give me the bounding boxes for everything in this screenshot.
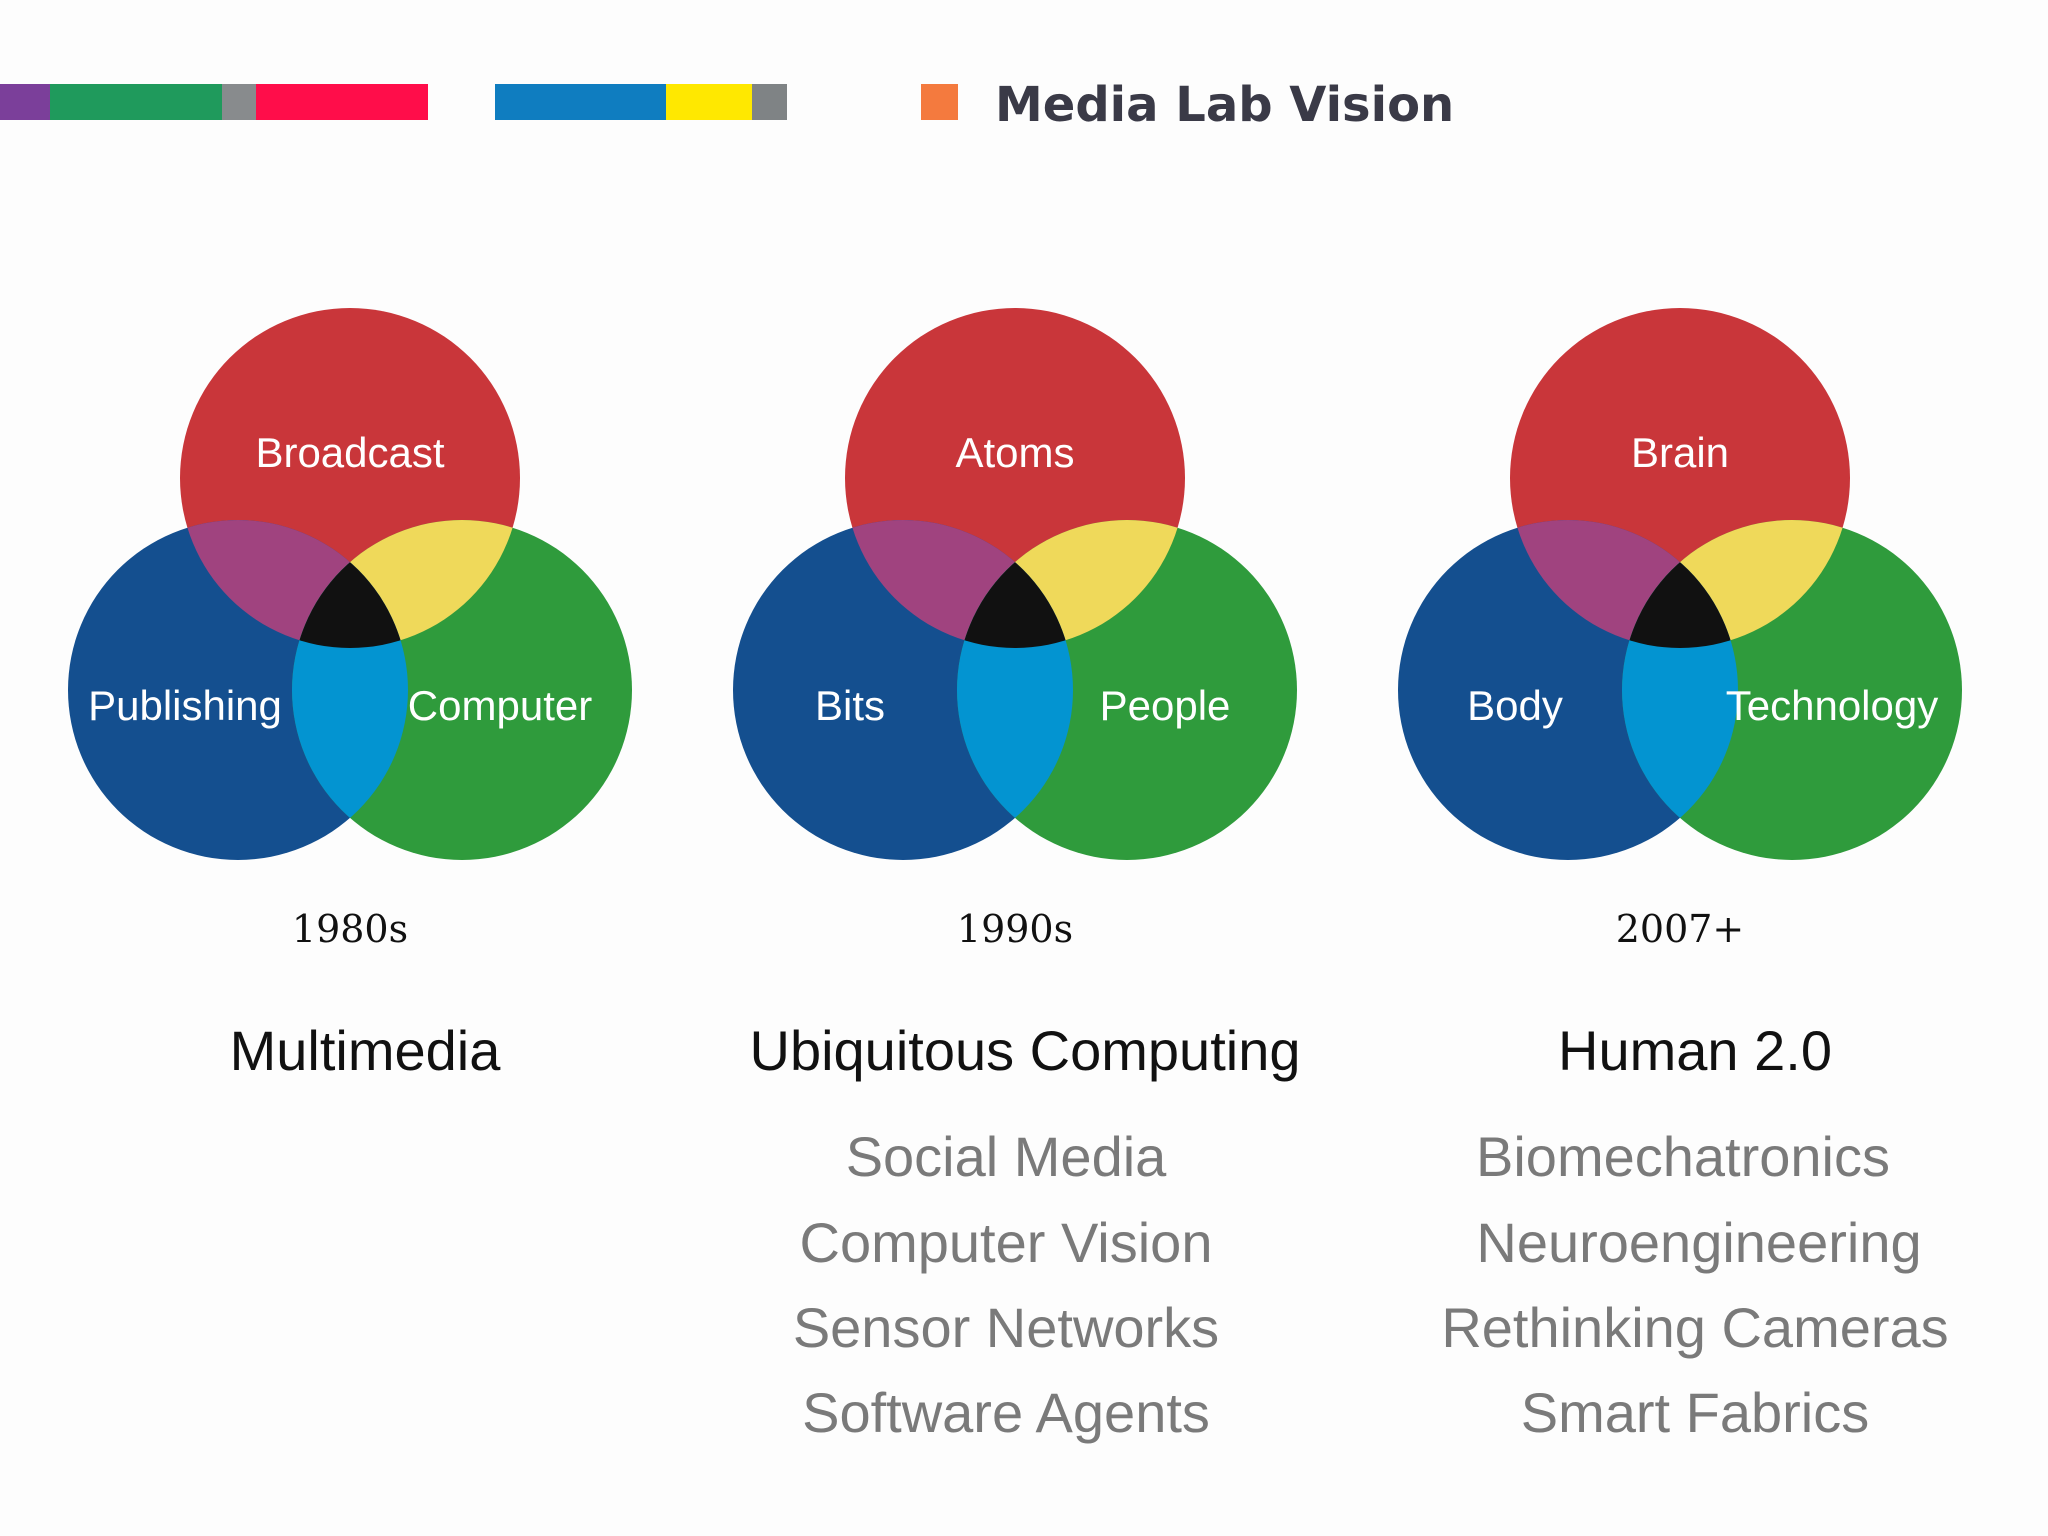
venn-3-overlap-center [1622, 520, 1738, 648]
topic-item: Biomechatronics [1476, 1125, 1890, 1188]
venn-1-left-label: Publishing [88, 682, 282, 729]
color-strip-red [256, 84, 428, 120]
heading-human-2: Human 2.0 [1558, 1019, 1832, 1082]
topic-item: Neuroengineering [1476, 1211, 1922, 1274]
topic-item: Social Media [845, 1125, 1167, 1188]
color-strip-blue [495, 84, 666, 120]
venn-3-left-label: Body [1467, 682, 1563, 729]
heading-multimedia: Multimedia [229, 1019, 501, 1082]
topic-item: Computer Vision [799, 1211, 1213, 1274]
venn-2-left-label: Bits [815, 682, 885, 729]
venn-1-right-label: Computer [408, 682, 592, 729]
era-label-3: 2007+ [1615, 907, 1745, 951]
era-label-1: 1980s [291, 907, 409, 951]
topic-item: Smart Fabrics [1520, 1381, 1870, 1444]
venn-diagram-1: Broadcast Publishing Computer [68, 308, 632, 860]
topic-item: Rethinking Cameras [1441, 1296, 1949, 1359]
venn-diagram-3: Brain Body Technology [1398, 308, 1962, 860]
venn-2-shapes [733, 308, 1297, 860]
era-label-2: 1990s [956, 907, 1074, 951]
color-strip-yellow [666, 84, 752, 120]
venn-1-shapes [68, 308, 632, 860]
color-strip-purple [0, 84, 50, 120]
venn-3-shapes [1398, 308, 1962, 860]
venn-diagram-2: Atoms Bits People [733, 308, 1297, 860]
title-marker [921, 84, 958, 120]
color-strip-gray [222, 84, 256, 120]
topic-item: Software Agents [802, 1381, 1210, 1444]
color-strip-green [50, 84, 222, 120]
venn-3-top-label: Brain [1631, 429, 1729, 476]
venn-1-overlap-center [292, 520, 408, 648]
heading-ubiquitous-computing: Ubiquitous Computing [749, 1019, 1301, 1082]
venn-2-overlap-center [957, 520, 1073, 648]
color-strip-gray-2 [752, 84, 787, 120]
venn-3-right-label: Technology [1726, 682, 1938, 729]
venn-2-right-label: People [1100, 682, 1231, 729]
topic-item: Sensor Networks [792, 1296, 1220, 1359]
venn-2-top-label: Atoms [955, 429, 1074, 476]
venn-1-top-label: Broadcast [255, 429, 444, 476]
slide-title: Media Lab Vision [995, 77, 1455, 133]
